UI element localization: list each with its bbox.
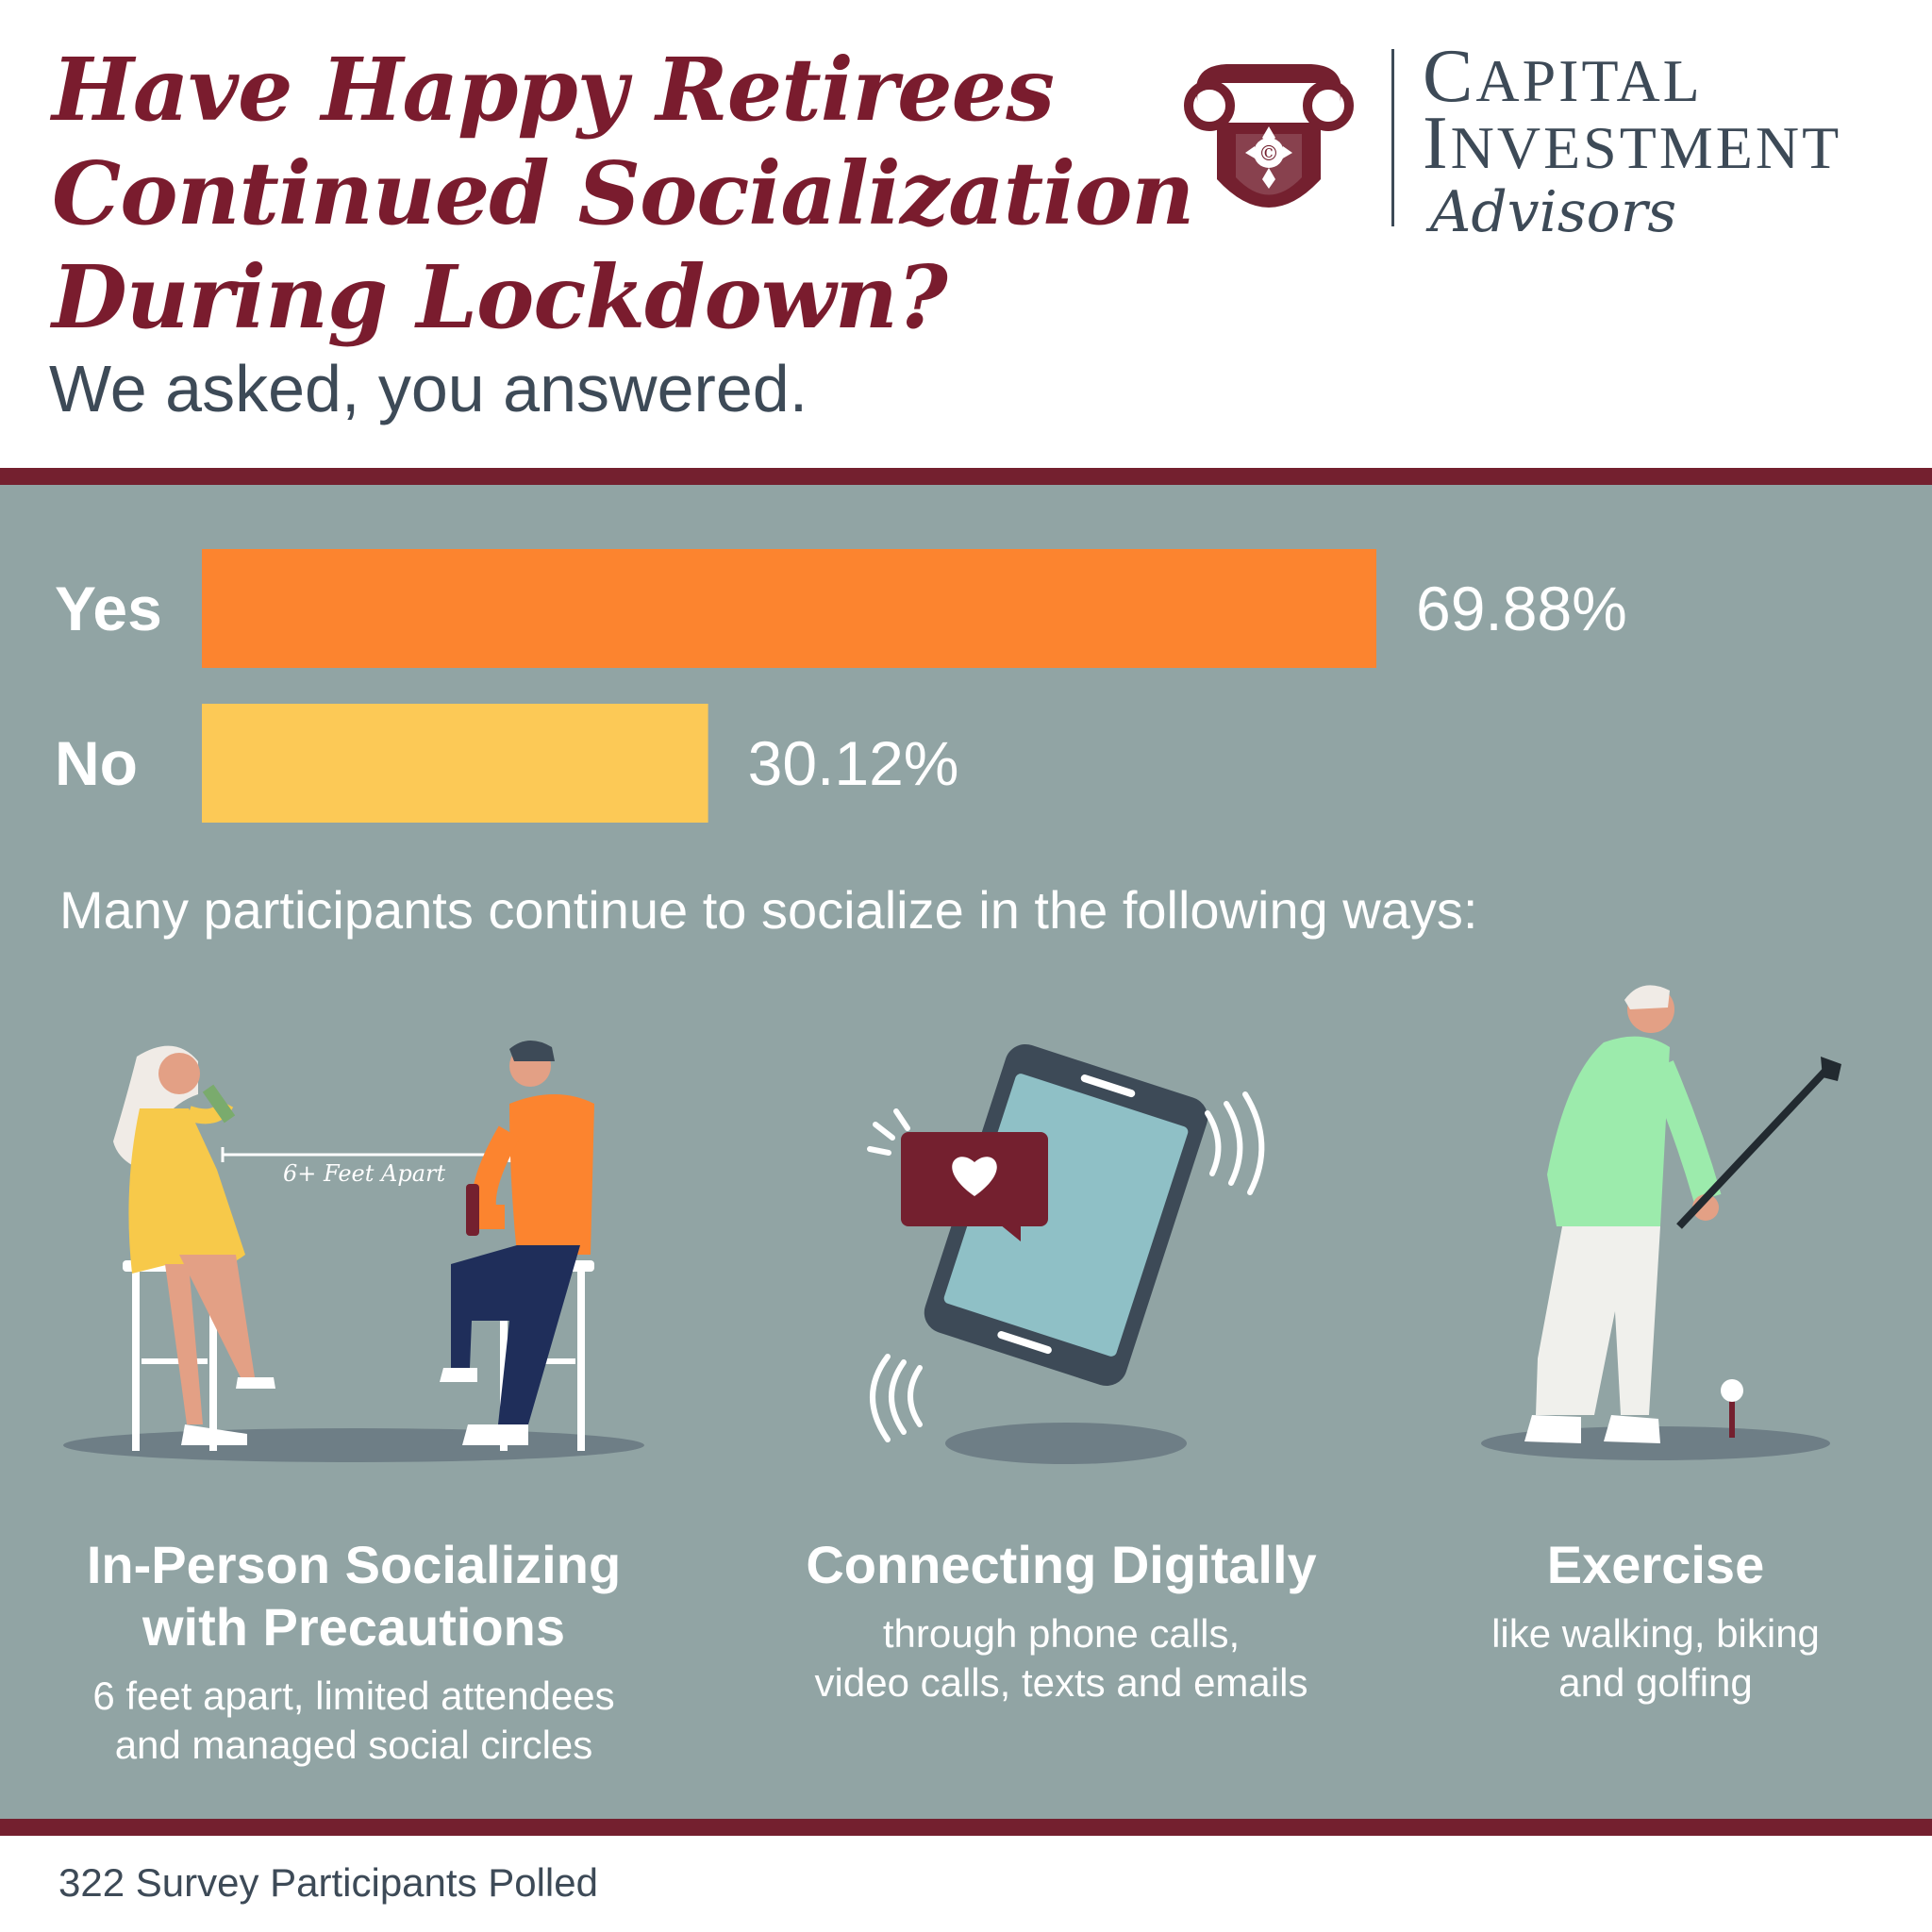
bottom-divider-rule [0,1819,1932,1836]
column-heading: In-Person Socializing [86,1535,622,1594]
page-title: Have Happy Retirees Continued Socializat… [52,38,1194,349]
logo-divider [1391,49,1394,226]
logo-cap-i: I [1423,102,1451,185]
column-body: 6 feet apart, limited attendees and mana… [38,1672,670,1770]
bar-value-no: 30.12% [748,728,959,798]
title-line-3: During Lockdown? [52,246,948,348]
column-body-line: video calls, texts and emails [814,1660,1308,1705]
column-body-line: through phone calls, [882,1611,1241,1656]
logo-word-capital: APITAL [1475,47,1703,114]
subtitle: We asked, you answered. [49,352,808,425]
results-bar-chart: Yes 69.88% No 30.12% [55,549,1627,823]
illustrations [63,985,1841,1464]
lead-text: Many participants continue to socialize … [59,880,1478,940]
bar-value-yes: 69.88% [1416,574,1627,643]
column-capital-logo-icon: © [1184,64,1354,208]
column-exercise: Exercise like walking, biking and golfin… [1415,1534,1896,1707]
column-body-line: and managed social circles [114,1723,593,1767]
svg-text:©: © [1258,142,1279,166]
column-heading: Exercise [1546,1535,1765,1594]
bar-label-no: No [55,728,138,798]
bar-label-yes: Yes [55,574,162,643]
column-body: through phone calls, video calls, texts … [736,1609,1387,1707]
logo-word-advisors: Advisors [1430,179,1677,245]
logo-cap-c: C [1423,35,1476,118]
column-digital: Connecting Digitally through phone calls… [736,1534,1387,1707]
logo-word-investment: NVESTMENT [1450,114,1842,181]
bar-no [202,704,708,823]
distance-label: 6+ Feet Apart [283,1160,446,1187]
title-line-2: Continued Socialization [52,142,1194,244]
top-divider-rule [0,468,1932,485]
column-body-line: and golfing [1558,1660,1753,1705]
golfer-icon [1481,985,1841,1460]
people-at-bar-icon [63,1040,644,1462]
column-body-line: like walking, biking [1491,1611,1820,1656]
column-body-line: 6 feet apart, limited attendees [92,1674,615,1718]
smartphone-icon [867,1043,1265,1464]
logo-wordmark: CAPITAL INVESTMENT Advisors [1423,39,1842,245]
title-line-1: Have Happy Retirees [52,39,1055,141]
column-heading: Connecting Digitally [806,1535,1317,1594]
bar-yes [202,549,1376,668]
footer-participants: 322 Survey Participants Polled [58,1860,598,1905]
column-heading: with Precautions [142,1597,566,1657]
column-body: like walking, biking and golfing [1415,1609,1896,1707]
column-in-person: In-Person Socializing with Precautions 6… [38,1534,670,1770]
